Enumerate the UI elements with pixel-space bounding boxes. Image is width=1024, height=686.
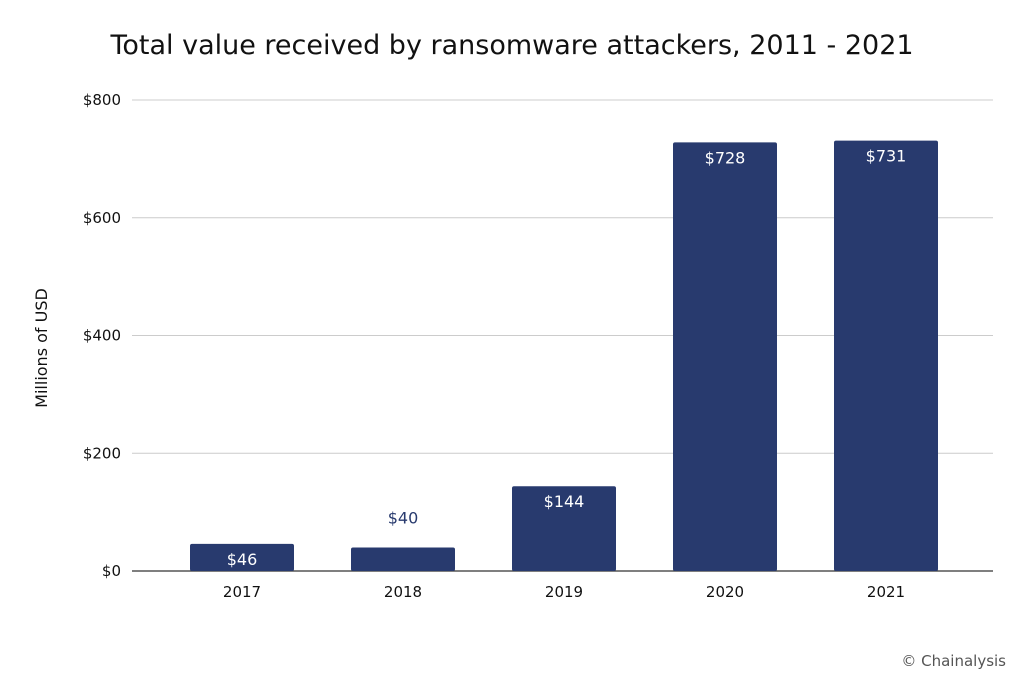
x-tick-label: 2020: [706, 583, 744, 601]
y-axis-ticks: $0 $200 $400 $600 $800: [83, 91, 121, 580]
x-tick-label: 2017: [223, 583, 261, 601]
y-tick-label: $0: [102, 562, 121, 580]
y-tick-label: $400: [83, 327, 121, 345]
y-tick-label: $800: [83, 91, 121, 109]
bar-2018: [351, 547, 455, 571]
value-label-2020: $728: [705, 148, 746, 167]
chainalysis-credit: © Chainalysis: [901, 652, 1006, 670]
bar-2019: [512, 486, 616, 571]
x-axis-ticks: 2017 2018 2019 2020 2021: [223, 583, 905, 601]
value-label-2021: $731: [866, 147, 907, 166]
y-axis-label: Millions of USD: [32, 288, 51, 408]
value-label-2017: $46: [227, 550, 258, 569]
bars: $46 $40 $144 $728 $731: [190, 140, 938, 571]
value-label-2019: $144: [544, 492, 585, 511]
x-tick-label: 2018: [384, 583, 422, 601]
bar-2021: [834, 140, 938, 571]
x-tick-label: 2019: [545, 583, 583, 601]
bar-2017: [190, 543, 294, 571]
chart-title: Total value received by ransomware attac…: [110, 30, 914, 61]
y-tick-label: $600: [83, 209, 121, 227]
value-label-2018: $40: [388, 508, 419, 527]
bar-2020: [673, 142, 777, 571]
x-tick-label: 2021: [867, 583, 905, 601]
y-tick-label: $200: [83, 444, 121, 462]
